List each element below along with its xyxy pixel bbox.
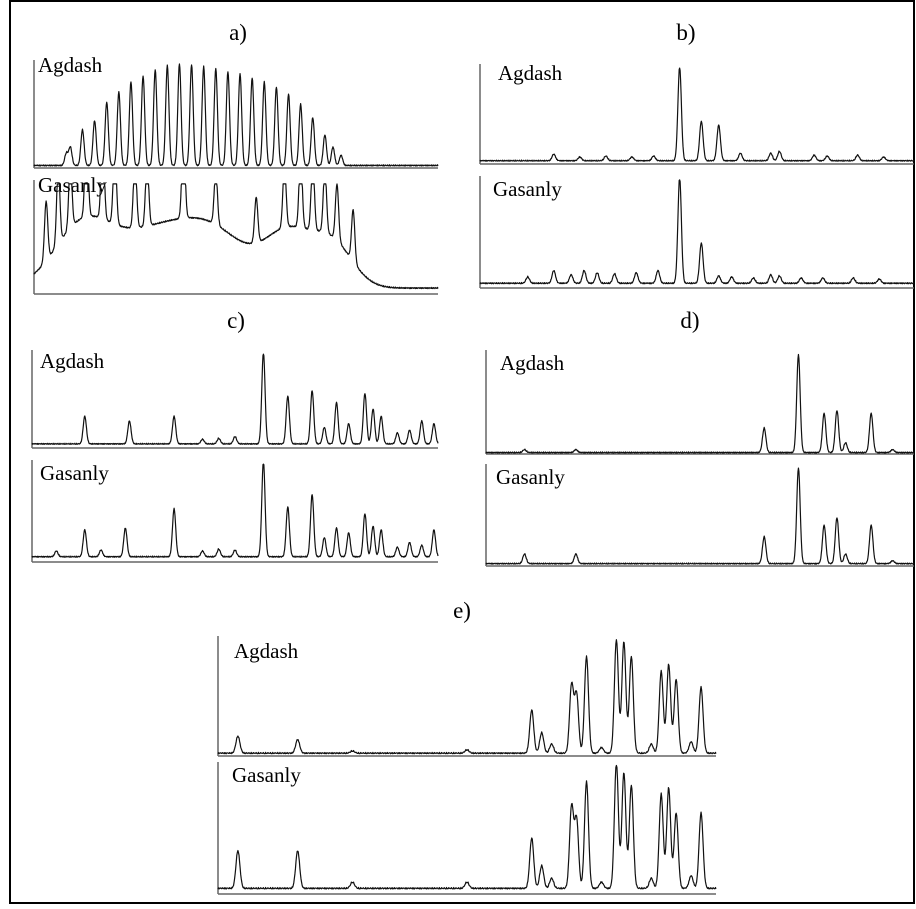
panel-e-gasanly-plot: [217, 762, 717, 895]
chromatogram-trace-agdash: [31, 353, 439, 445]
panel-d-agdash-plot: [485, 350, 915, 455]
chromatogram-trace-gasanly: [33, 183, 439, 290]
panel-b-series-2-label: Gasanly: [493, 177, 562, 201]
chromatogram-trace-agdash: [479, 67, 915, 162]
panel-b-label: b): [676, 20, 695, 45]
panel-b-series-1-label: Agdash: [498, 61, 563, 85]
panel-c-agdash-plot: [31, 350, 439, 449]
panel-d-series-2-label: Gasanly: [496, 465, 565, 489]
panel-a-label: a): [229, 20, 247, 45]
chromatogram-trace-gasanly: [31, 463, 439, 558]
panel-a: a) Agdash Gasanly: [33, 20, 439, 295]
panel-b: b) Agdash Gasanly: [479, 20, 915, 289]
panel-b-gasanly-plot: [479, 176, 915, 289]
panel-a-agdash-plot: [33, 60, 439, 169]
panel-a-series-1-label: Agdash: [38, 53, 103, 77]
chromatogram-trace-gasanly: [217, 764, 717, 890]
panel-c-label: c): [227, 308, 245, 333]
chromatogram-trace-gasanly: [479, 179, 915, 285]
chromatogram-trace-agdash: [485, 353, 915, 454]
panel-d-series-1-label: Agdash: [500, 351, 565, 375]
panel-d: d) Agdash Gasanly: [485, 308, 915, 567]
chromatogram-trace-gasanly: [485, 467, 915, 565]
panel-a-gasanly-plot: [33, 180, 439, 295]
panel-c-series-2-label: Gasanly: [40, 461, 109, 485]
panel-e-series-1-label: Agdash: [234, 639, 299, 663]
chromatogram-trace-agdash: [217, 639, 717, 755]
panel-e-series-2-label: Gasanly: [232, 763, 301, 787]
panel-c: c) Agdash Gasanly: [31, 308, 439, 563]
panel-c-gasanly-plot: [31, 460, 439, 563]
chromatogram-trace-agdash: [33, 63, 439, 167]
panel-e-label: e): [453, 598, 471, 623]
panel-d-label: d): [680, 308, 699, 333]
panel-e-agdash-plot: [217, 636, 717, 757]
panel-b-agdash-plot: [479, 64, 915, 165]
panel-c-series-1-label: Agdash: [40, 349, 105, 373]
panel-e: e) Agdash Gasanly: [217, 598, 717, 895]
panel-d-gasanly-plot: [485, 464, 915, 567]
